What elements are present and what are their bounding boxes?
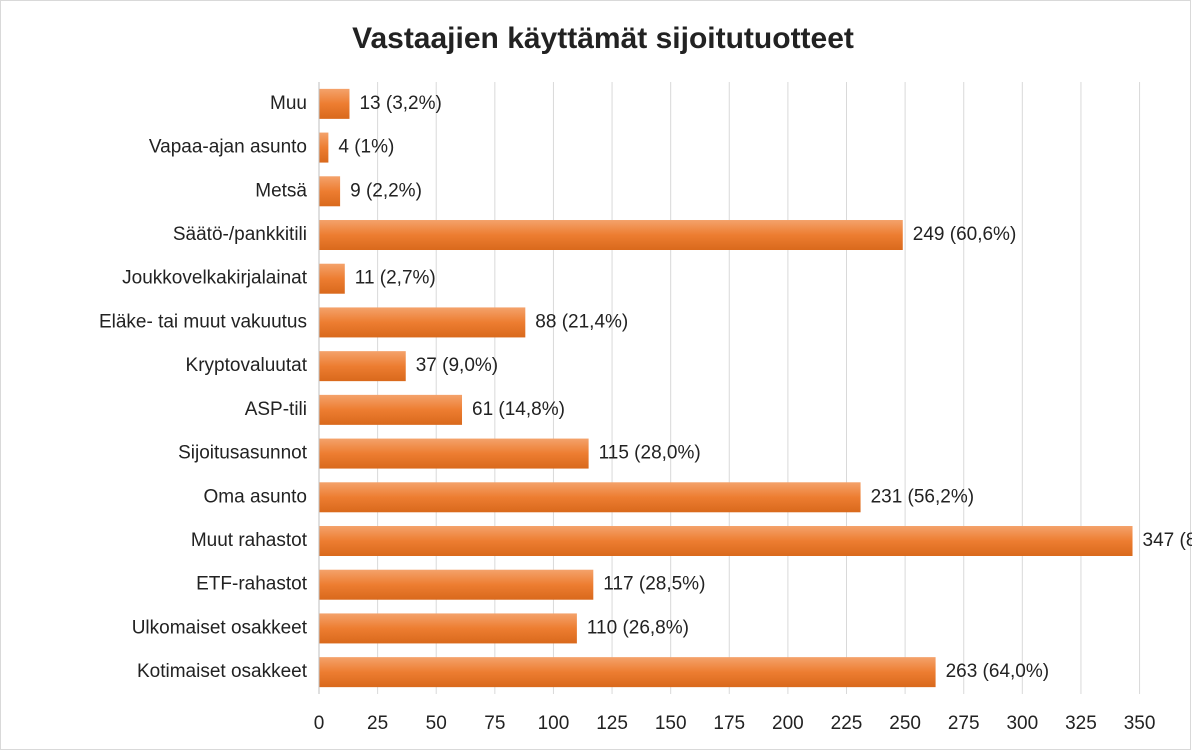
y-tick-label: Eläke- tai muut vakuutus xyxy=(99,311,307,332)
data-label: 4 (1%) xyxy=(338,137,394,158)
bar xyxy=(319,482,861,513)
x-tick-label: 0 xyxy=(314,713,325,734)
data-label: 88 (21,4%) xyxy=(535,311,628,332)
bar xyxy=(319,394,463,425)
y-tick-label: Muut rahastot xyxy=(191,530,308,551)
y-tick-label: Sijoitusasunnot xyxy=(178,443,308,464)
x-tick-label: 300 xyxy=(1006,713,1038,734)
x-tick-label: 350 xyxy=(1124,713,1156,734)
bar xyxy=(319,569,594,600)
data-label: 13 (3,2%) xyxy=(359,93,441,114)
x-tick-label: 175 xyxy=(713,713,745,734)
data-label: 249 (60,6%) xyxy=(913,224,1017,245)
y-tick-label: Muu xyxy=(270,93,307,114)
bar xyxy=(319,657,936,688)
y-tick-label: Kotimaiset osakkeet xyxy=(137,661,308,682)
chart-title: Vastaajien käyttämät sijoitutuotteet xyxy=(352,22,854,55)
bar xyxy=(319,307,526,338)
data-label: 9 (2,2%) xyxy=(350,180,422,201)
y-tick-label: Säätö-/pankkitili xyxy=(173,224,307,245)
bar xyxy=(319,176,341,207)
data-label: 110 (26,8%) xyxy=(587,617,689,638)
x-tick-label: 325 xyxy=(1065,713,1097,734)
data-label: 115 (28,0%) xyxy=(599,443,701,464)
x-tick-label: 25 xyxy=(367,713,388,734)
bar xyxy=(319,263,345,294)
bar xyxy=(319,351,406,382)
data-label: 347 (84,4%) xyxy=(1143,530,1192,551)
data-label: 117 (28,5%) xyxy=(603,574,705,595)
bar xyxy=(319,613,577,644)
x-tick-label: 275 xyxy=(948,713,980,734)
y-tick-label: Vapaa-ajan asunto xyxy=(149,137,307,158)
data-label: 37 (9,0%) xyxy=(416,355,498,376)
x-tick-label: 125 xyxy=(596,713,628,734)
x-tick-label: 250 xyxy=(889,713,921,734)
bar xyxy=(319,438,589,469)
data-label: 61 (14,8%) xyxy=(472,399,565,420)
x-tick-label: 75 xyxy=(484,713,505,734)
y-tick-label: Joukkovelkakirjalainat xyxy=(122,268,308,289)
y-tick-label: Metsä xyxy=(255,180,307,201)
y-tick-label: Kryptovaluutat xyxy=(186,355,308,376)
y-tick-label: Oma asunto xyxy=(204,486,308,507)
x-tick-label: 225 xyxy=(831,713,863,734)
bar xyxy=(319,132,329,163)
x-tick-label: 50 xyxy=(426,713,447,734)
x-tick-label: 100 xyxy=(538,713,570,734)
x-tick-label: 200 xyxy=(772,713,804,734)
data-label: 263 (64,0%) xyxy=(946,661,1050,682)
bar xyxy=(319,526,1133,556)
x-tick-label: 150 xyxy=(655,713,687,734)
y-tick-label: ASP-tili xyxy=(245,399,307,420)
data-label: 11 (2,7%) xyxy=(355,268,436,289)
y-tick-label: Ulkomaiset osakkeet xyxy=(132,617,308,638)
data-label: 231 (56,2%) xyxy=(871,486,975,507)
bar xyxy=(319,88,350,119)
bar xyxy=(319,220,903,250)
y-tick-label: ETF-rahastot xyxy=(196,574,308,595)
